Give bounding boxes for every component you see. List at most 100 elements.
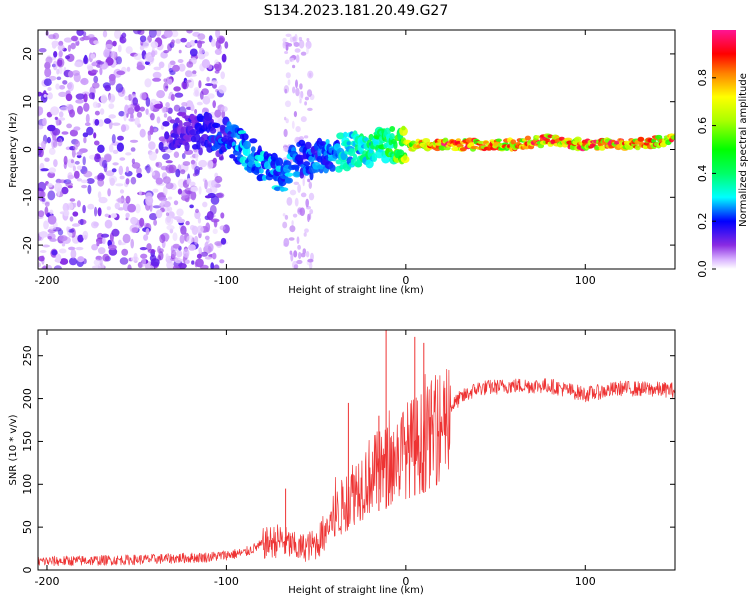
snr-panel: -200 -100 0 100 0 50 100 150 200 250 Height of s… (8, 329, 676, 596)
spectrogram-noise-blob (283, 128, 288, 138)
spectrogram-noise-blob (49, 147, 56, 155)
spectrogram-noise-blob (220, 71, 225, 80)
spectrogram-noise-blob (157, 245, 161, 254)
spectrogram-noise-blob (144, 52, 153, 63)
spectrogram-noise-blob (130, 216, 138, 225)
spectrogram-noise-blob (284, 51, 289, 54)
spectrogram-noise-blob (300, 252, 306, 258)
spectrogram-noise-blob (167, 196, 173, 200)
spectrogram-noise-blob (294, 197, 299, 207)
spectrogram-noise-blob (218, 156, 224, 161)
spectrogram-noise-blob (293, 264, 299, 269)
spectrogram-noise-blob (77, 234, 84, 243)
spectrogram-ridge-blob (259, 168, 264, 174)
spectrogram-noise-blob (215, 30, 221, 39)
spectrogram-ridge-blob (524, 135, 532, 141)
spectrogram-noise-blob (138, 190, 142, 196)
spectrogram-noise-blob (292, 64, 296, 69)
spectrogram-noise-blob (69, 198, 76, 202)
spectrogram-noise-blob (174, 92, 184, 98)
spectrogram-noise-blob (111, 134, 116, 144)
snr-y-tick-label: 100 (21, 474, 34, 495)
spectrogram-noise-blob (38, 255, 45, 262)
spectrogram-ridge-blob (230, 132, 238, 138)
spectrogram-noise-blob (201, 59, 210, 69)
spectrogram-noise-blob (307, 178, 311, 183)
spectrogram-noise-blob (97, 207, 102, 217)
spectrogram-noise-blob (293, 250, 298, 258)
spectrogram-noise-blob (182, 161, 191, 166)
spectrogram-noise-blob (123, 112, 127, 122)
spectrogram-ridge-blob (598, 145, 606, 151)
spectrogram-y-axis-label: Frequency (Hz) (8, 112, 19, 188)
spectrogram-noise-blob (76, 151, 83, 155)
spectrogram-noise-blob (177, 188, 182, 195)
spectrogram-noise-blob (189, 181, 196, 187)
spectrogram-noise-blob (51, 249, 58, 256)
spectrogram-noise-blob (90, 40, 94, 45)
spectrogram-noise-blob (186, 30, 193, 34)
spectrogram-noise-blob (42, 265, 47, 269)
spectrogram-noise-blob (295, 54, 300, 63)
spectrogram-noise-blob (156, 90, 166, 99)
spectrogram-ridge-blob (495, 138, 502, 142)
spectrogram-noise-blob (44, 201, 50, 207)
spectrogram-noise-blob (305, 198, 310, 208)
spectrogram-noise-blob (149, 102, 154, 111)
spectrogram-noise-blob (294, 48, 301, 53)
spectrogram-ridge-blob (346, 141, 351, 146)
spectrogram-noise-blob (38, 210, 45, 218)
spectrogram-noise-blob (289, 57, 295, 63)
spectrogram-noise-blob (91, 265, 101, 269)
spectrogram-noise-blob (284, 59, 290, 65)
spectrogram-noise-blob (91, 62, 98, 67)
spectrogram-noise-blob (294, 33, 298, 43)
spectrogram-noise-blob (104, 118, 111, 124)
spectrogram-noise-blob (85, 113, 90, 124)
spectrogram-noise-blob (162, 176, 171, 184)
spectrogram-noise-blob (309, 262, 313, 269)
spectrogram-noise-blob (177, 263, 187, 269)
spectrogram-ridge-blob (348, 148, 356, 157)
spectrogram-noise-blob (63, 210, 70, 217)
spectrogram-noise-blob (97, 191, 102, 199)
spectrogram-noise-blob (65, 93, 73, 102)
spectrogram-noise-blob (38, 181, 46, 192)
spectrogram-noise-blob (165, 164, 174, 174)
spectrogram-ridge-blob (203, 112, 213, 122)
spectrogram-noise-blob (145, 97, 151, 107)
spectrogram-noise-blob (163, 30, 173, 38)
spectrogram-noise-blob (47, 215, 57, 225)
spectrogram-noise-blob (173, 151, 180, 158)
spectrogram-noise-blob (198, 80, 202, 89)
snr-y-tick-label: 0 (21, 567, 34, 574)
spectrogram-noise-blob (130, 176, 137, 185)
spectrogram-noise-blob (119, 157, 126, 161)
spectrogram-noise-blob (194, 165, 201, 175)
spectrogram-noise-blob (116, 142, 124, 152)
spectrogram-noise-blob (93, 75, 99, 83)
spectrogram-noise-blob (68, 246, 75, 251)
spectrogram-blobs (38, 30, 675, 269)
spectrogram-noise-blob (163, 50, 169, 54)
spectrogram-noise-blob (69, 257, 78, 266)
spectrogram-noise-blob (307, 70, 314, 79)
spectrogram-ridge-blob (196, 140, 201, 150)
spectrogram-noise-blob (127, 203, 136, 213)
spectrogram-ridge-blob (459, 147, 467, 152)
spectrogram-noise-blob (220, 212, 225, 219)
spectrogram-noise-blob (282, 37, 287, 43)
spectrogram-noise-blob (94, 110, 100, 116)
spectrogram-noise-blob (191, 260, 195, 265)
spectrogram-noise-blob (165, 160, 173, 164)
spectrogram-ridge-blob (365, 159, 374, 169)
spectrogram-noise-blob (102, 253, 110, 262)
spectrogram-noise-blob (127, 107, 135, 115)
snr-y-tick-label: 200 (21, 388, 34, 409)
spectrogram-noise-blob (188, 73, 197, 77)
spectrogram-noise-blob (140, 253, 148, 259)
spectrogram-ridge-blob (336, 132, 345, 140)
spectrogram-noise-blob (282, 213, 286, 217)
spectrogram-noise-blob (195, 258, 204, 268)
spectrogram-noise-blob (172, 232, 178, 242)
